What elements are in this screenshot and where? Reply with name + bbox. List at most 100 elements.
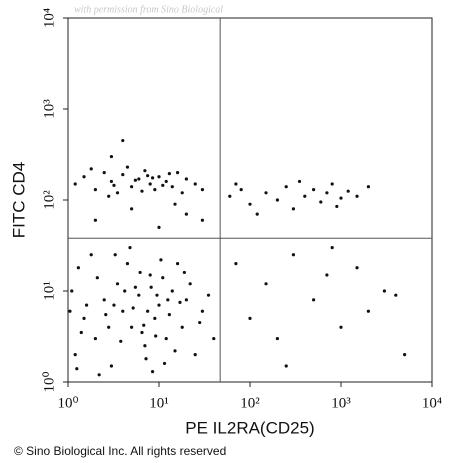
- y-tick-label: 10¹: [41, 281, 57, 301]
- event-dot: [143, 169, 147, 173]
- event-dot: [234, 262, 238, 266]
- event-dot: [121, 309, 125, 313]
- event-dot: [137, 177, 141, 181]
- watermark: with permission from Sino Biological: [74, 4, 223, 15]
- x-tick-label: 10³: [331, 395, 351, 411]
- event-dot: [167, 313, 171, 317]
- event-dot: [366, 309, 370, 313]
- event-dot: [325, 191, 329, 195]
- event-dot: [193, 353, 197, 357]
- event-dot: [115, 191, 120, 195]
- event-dot: [164, 336, 168, 341]
- event-dot: [155, 293, 159, 297]
- event-dot: [102, 298, 106, 302]
- y-axis-label: FITC CD4: [9, 162, 28, 239]
- event-dot: [366, 185, 370, 189]
- event-dot: [93, 336, 97, 341]
- event-dot: [109, 154, 114, 159]
- event-dot: [325, 273, 329, 277]
- event-dot: [167, 172, 171, 176]
- event-dot: [394, 293, 398, 297]
- event-dot: [248, 316, 252, 320]
- event-dot: [107, 325, 111, 329]
- footer: © Sino Biological Inc. All rights reserv…: [14, 444, 226, 458]
- event-dot: [312, 298, 316, 302]
- event-dot: [109, 364, 114, 368]
- plot-frame: [67, 17, 433, 383]
- event-dot: [89, 167, 93, 171]
- event-dot: [95, 276, 99, 280]
- event-dot: [339, 325, 343, 329]
- event-dot: [82, 175, 86, 179]
- x-tick-label: 10⁰: [57, 395, 78, 411]
- event-dot: [248, 202, 252, 206]
- event-dot: [73, 353, 77, 357]
- event-dot: [68, 309, 72, 313]
- event-dot: [140, 330, 144, 335]
- event-dot: [164, 179, 168, 184]
- event-dot: [330, 245, 334, 250]
- event-dot: [182, 270, 186, 275]
- event-dot: [212, 336, 216, 341]
- event-dot: [128, 245, 132, 250]
- event-dot: [144, 357, 148, 361]
- event-dot: [137, 293, 141, 297]
- y-tick-label: 10⁴: [41, 8, 57, 28]
- event-dot: [180, 191, 184, 195]
- event-dot: [93, 218, 97, 222]
- event-dot: [79, 330, 83, 335]
- event-dot: [284, 364, 288, 368]
- event-dot: [200, 218, 205, 222]
- event-dot: [234, 182, 238, 186]
- event-dot: [303, 194, 307, 198]
- event-dot: [291, 207, 296, 211]
- event-dot: [198, 320, 202, 325]
- event-dot: [125, 165, 130, 169]
- event-dot: [264, 282, 268, 286]
- event-dot: [102, 171, 106, 175]
- event-dot: [138, 270, 142, 275]
- event-dot: [346, 189, 350, 193]
- event-dot: [148, 182, 152, 186]
- y-tick-label: 10³: [41, 99, 57, 119]
- event-dot: [131, 306, 135, 310]
- event-dot: [121, 173, 125, 177]
- event-dot: [159, 258, 163, 262]
- event-dot: [123, 289, 127, 293]
- event-dot: [180, 325, 184, 329]
- event-dot: [166, 298, 170, 302]
- event-dot: [184, 212, 188, 216]
- event-dot: [157, 175, 161, 179]
- event-dot: [82, 316, 86, 320]
- event-dot: [73, 182, 77, 186]
- event-dot: [142, 323, 146, 327]
- event-dot: [319, 200, 323, 204]
- event-dot: [115, 282, 120, 286]
- event-dot: [239, 188, 243, 192]
- event-dot: [153, 188, 157, 192]
- y-tick-label: 10²: [41, 190, 57, 210]
- event-dot: [255, 212, 259, 216]
- event-dot: [157, 225, 161, 229]
- event-dot: [184, 298, 188, 302]
- event-dot: [297, 179, 302, 184]
- event-dot: [184, 177, 188, 181]
- event-dot: [275, 198, 279, 202]
- event-dot: [113, 253, 117, 257]
- event-dot: [146, 174, 150, 178]
- event-dot: [107, 194, 111, 198]
- event-dot: [355, 266, 359, 270]
- event-dot: [112, 303, 116, 307]
- x-tick-label: 10¹: [149, 395, 169, 411]
- event-dot: [70, 289, 74, 293]
- event-dot: [112, 183, 116, 187]
- event-dot: [157, 303, 161, 307]
- event-dot: [161, 183, 165, 187]
- event-dot: [143, 344, 147, 348]
- x-axis-label: PE IL2RA(CD25): [185, 418, 314, 437]
- x-tick-label: 10²: [240, 395, 260, 411]
- event-dot: [178, 300, 182, 304]
- event-dot: [76, 266, 80, 270]
- event-dot: [121, 138, 125, 143]
- event-dot: [130, 325, 134, 329]
